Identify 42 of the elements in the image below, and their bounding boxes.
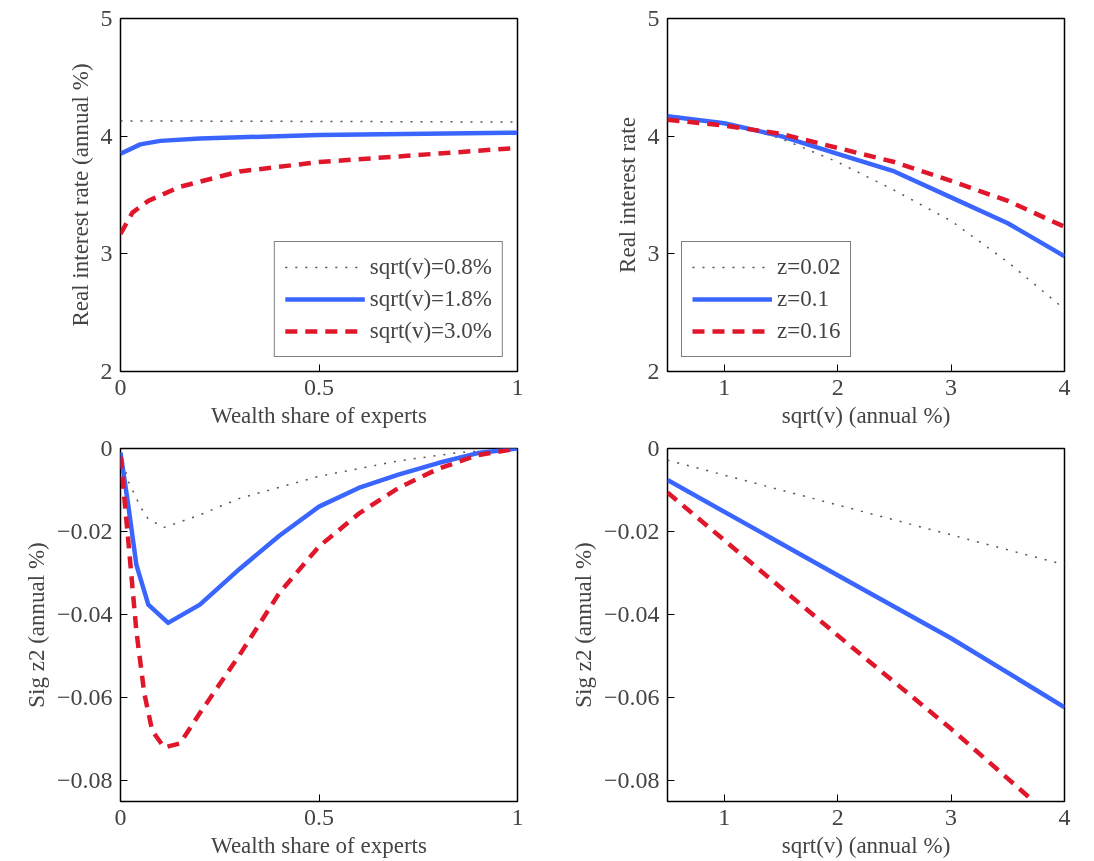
y-tick-label: 5 <box>647 5 660 31</box>
x-tick-label: 2 <box>831 803 844 830</box>
x-tick-label: 2 <box>831 373 844 400</box>
y-tick-label: 3 <box>647 240 660 267</box>
y-tick-label: −0.02 <box>603 518 660 545</box>
x-tick-label: 3 <box>945 803 958 830</box>
y-tick-label: 4 <box>100 122 113 149</box>
y-tick-label: 5 <box>100 5 113 31</box>
y-axis-title: Real interest rate (annual %) <box>67 63 93 327</box>
legend-label: sqrt(v)=0.8% <box>369 253 492 281</box>
y-tick-label: −0.06 <box>603 684 660 711</box>
legend-label: z=0.1 <box>777 285 829 313</box>
x-tick-label: 0.5 <box>304 803 334 830</box>
y-axis-title: Sig z2 (annual %) <box>23 542 49 708</box>
x-tick-label: 4 <box>1058 803 1071 830</box>
x-axis-title: sqrt(v) (annual %) <box>781 402 951 428</box>
y-tick-label: −0.08 <box>603 767 660 794</box>
x-tick-label: 1 <box>718 803 731 830</box>
y-tick-label: −0.04 <box>603 601 660 628</box>
x-tick-label: 1 <box>511 373 524 400</box>
legend-label: sqrt(v)=3.0% <box>369 317 492 345</box>
y-tick-label: 0 <box>100 435 113 461</box>
x-tick-label: 0.5 <box>304 373 334 400</box>
x-axis-title: Wealth share of experts <box>211 402 428 428</box>
x-tick-label: 1 <box>718 373 731 400</box>
legend-label: sqrt(v)=1.8% <box>369 285 492 313</box>
legend-label: z=0.02 <box>777 253 841 281</box>
y-tick-label: 0 <box>647 435 660 461</box>
y-axis-title: Real interest rate <box>614 117 640 273</box>
y-tick-label: −0.06 <box>56 684 113 711</box>
x-axis-title: Wealth share of experts <box>211 832 428 858</box>
y-tick-label: 4 <box>647 122 660 149</box>
y-axis-title: Sig z2 (annual %) <box>570 542 596 708</box>
legend-label: z=0.16 <box>777 317 841 345</box>
x-tick-label: 1 <box>511 803 524 830</box>
x-tick-label: 3 <box>945 373 958 400</box>
y-tick-label: −0.04 <box>56 601 113 628</box>
x-tick-label: 4 <box>1058 373 1071 400</box>
y-tick-label: −0.02 <box>56 518 113 545</box>
x-axis-title: sqrt(v) (annual %) <box>781 832 951 858</box>
y-tick-label: 3 <box>100 240 113 267</box>
y-tick-label: −0.08 <box>56 767 113 794</box>
